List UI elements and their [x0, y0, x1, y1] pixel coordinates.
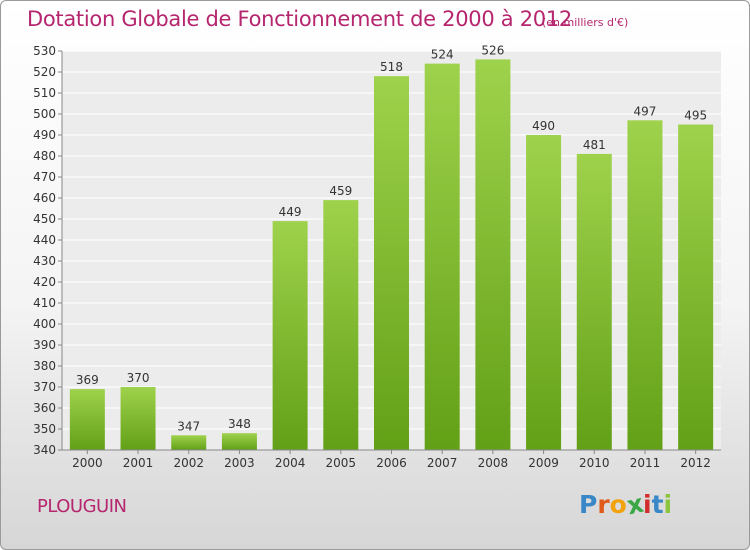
bar-value-label: 369 [76, 373, 99, 387]
x-tick-label: 2008 [478, 456, 509, 470]
proxiti-logo: Proxiti [579, 489, 673, 521]
logo-letter: P [579, 490, 598, 519]
bar [374, 76, 409, 450]
commune-name: PLOUGUIN [37, 496, 127, 517]
y-tick-label: 470 [33, 170, 56, 184]
bar-value-label: 370 [127, 371, 150, 385]
y-tick-label: 430 [33, 254, 56, 268]
y-tick-label: 500 [33, 107, 56, 121]
x-tick-label: 2001 [123, 456, 154, 470]
y-tick-label: 530 [33, 44, 56, 58]
x-tick-label: 2007 [427, 456, 458, 470]
bar-value-label: 526 [481, 43, 504, 57]
bar-value-label: 495 [684, 109, 707, 123]
bar [272, 221, 308, 450]
y-tick-label: 460 [33, 191, 56, 205]
x-tick-label: 2003 [224, 456, 255, 470]
y-tick-label: 490 [33, 128, 56, 142]
logo-letter: i [643, 490, 652, 519]
chart-unit: (en milliers d'€) [542, 16, 629, 29]
y-tick-label: 370 [33, 380, 56, 394]
bar [69, 389, 105, 450]
bar-value-label: 348 [228, 417, 251, 431]
y-tick-label: 520 [33, 65, 56, 79]
x-tick-label: 2002 [173, 456, 204, 470]
bar [526, 135, 562, 450]
y-tick-label: 410 [33, 296, 56, 310]
y-tick-label: 420 [33, 275, 56, 289]
x-tick-label: 2005 [326, 456, 357, 470]
y-tick-label: 360 [33, 401, 56, 415]
x-tick-label: 2012 [680, 456, 711, 470]
y-tick-label: 340 [33, 443, 56, 457]
bar [221, 433, 257, 450]
y-tick-label: 440 [33, 233, 56, 247]
logo-letter: r [597, 490, 610, 519]
bar-value-label: 490 [532, 119, 555, 133]
logo-letter: i [663, 490, 673, 519]
bar-value-label: 449 [279, 205, 302, 219]
logo-letter: o [609, 490, 627, 519]
bar-value-label: 459 [329, 184, 352, 198]
bar [576, 153, 612, 450]
bar-value-label: 347 [177, 419, 200, 433]
bar [475, 59, 511, 451]
y-tick-label: 390 [33, 338, 56, 352]
chart-title: Dotation Globale de Fonctionnement de 20… [27, 7, 572, 31]
x-tick-label: 2000 [72, 456, 103, 470]
bar-value-label: 518 [380, 60, 403, 74]
bar [323, 200, 359, 450]
bar [627, 120, 663, 451]
x-tick-label: 2010 [579, 456, 610, 470]
y-tick-label: 480 [33, 149, 56, 163]
bar-value-label: 497 [634, 104, 657, 118]
x-tick-label: 2004 [275, 456, 306, 470]
y-tick-label: 350 [33, 422, 56, 436]
y-tick-label: 450 [33, 212, 56, 226]
bar [424, 63, 460, 450]
bar-value-label: 524 [431, 48, 454, 62]
bar [678, 124, 714, 450]
y-tick-label: 380 [33, 359, 56, 373]
logo-letter: t [651, 490, 664, 519]
y-tick-label: 400 [33, 317, 56, 331]
x-tick-label: 2009 [528, 456, 559, 470]
bar [171, 435, 207, 450]
bar [120, 387, 156, 450]
y-tick-label: 510 [33, 86, 56, 100]
x-tick-label: 2011 [630, 456, 661, 470]
bar-value-label: 481 [583, 138, 606, 152]
x-tick-label: 2006 [376, 456, 407, 470]
